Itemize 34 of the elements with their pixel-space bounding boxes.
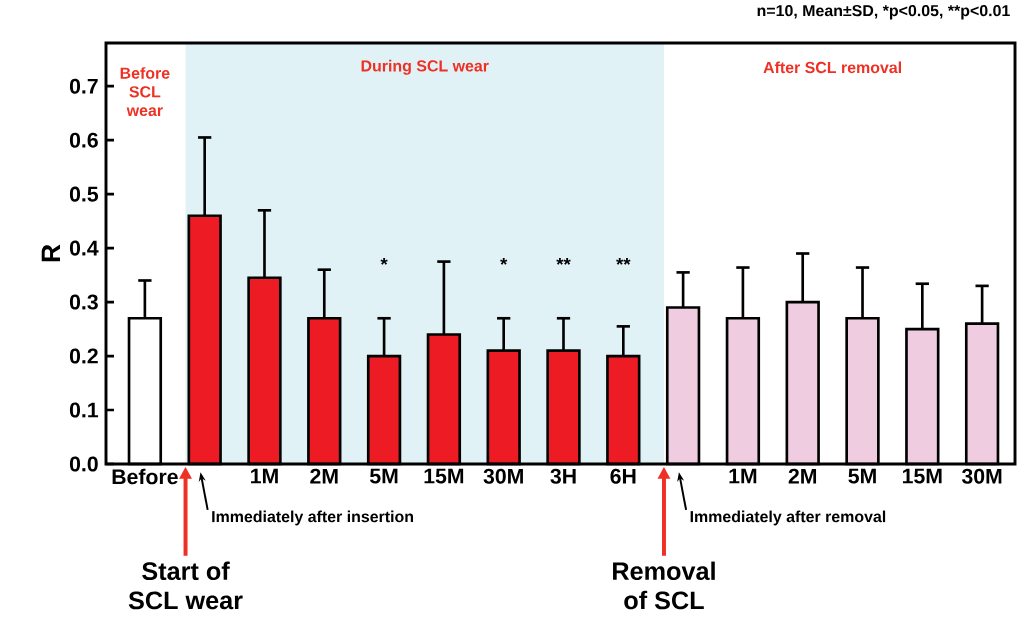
text: n=10, Mean±SD, *p<0.05, **p<0.01	[757, 4, 1010, 20]
x-tick-label: 6H	[610, 468, 636, 484]
annotation: *	[500, 257, 508, 265]
text: Immediately after insertion	[212, 510, 414, 526]
x-tick-label: 15M	[902, 468, 942, 484]
text: Removal of SCL	[613, 561, 715, 610]
y-tick-label: 0.6	[69, 132, 98, 148]
x-tick-label: 1M	[251, 468, 278, 484]
y-tick-label: 0.2	[69, 348, 98, 364]
x-tick-label: 5M	[369, 468, 398, 484]
x-tick-label: 1M	[729, 468, 757, 484]
annotation: During SCL wear	[361, 59, 489, 75]
text: Immediately after removal	[690, 510, 886, 526]
x-tick-label: 30M	[961, 468, 1002, 484]
y-tick-label: 0.1	[69, 402, 99, 418]
x-tick-label: 2M	[310, 468, 338, 484]
x-tick-label: Before	[112, 468, 178, 485]
annotation: **	[616, 257, 631, 265]
x-tick-label: 15M	[424, 468, 464, 484]
text: Start of SCL wear	[128, 561, 243, 610]
y-tick-label: 0.3	[69, 294, 98, 310]
y-tick-label: 0.7	[69, 78, 98, 94]
y-axis-title: R	[41, 244, 60, 262]
annotation: After SCL removal	[763, 61, 901, 74]
y-tick-label: 0.4	[69, 240, 99, 256]
x-tick-label: 3H	[550, 468, 576, 484]
annotation: *	[380, 257, 388, 265]
x-tick-label: 30M	[483, 468, 523, 484]
x-tick-label: 5M	[848, 468, 876, 484]
x-tick-label: 2M	[788, 468, 817, 484]
annotation: **	[556, 257, 571, 265]
annotation: Before SCL wear	[120, 67, 170, 117]
y-tick-label: 0.0	[69, 456, 98, 472]
y-tick-label: 0.5	[69, 186, 99, 202]
